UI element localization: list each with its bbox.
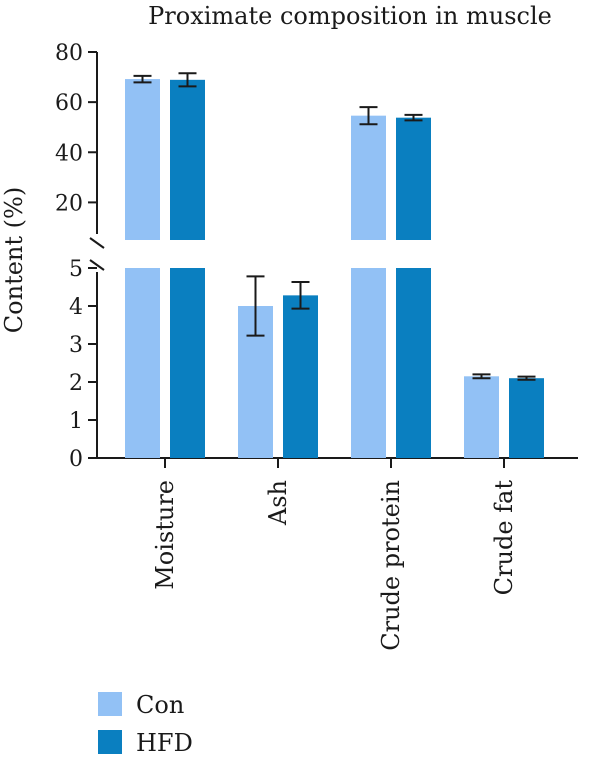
bar <box>351 115 386 240</box>
y-tick-label: 0 <box>69 447 83 472</box>
legend-label: HFD <box>136 729 193 756</box>
bar <box>170 268 205 458</box>
category-label: Ash <box>264 480 292 526</box>
y-tick-label: 80 <box>55 41 83 66</box>
bar <box>283 295 318 458</box>
legend: Con HFD <box>98 691 193 757</box>
axis-break-mark <box>89 237 105 249</box>
bar <box>396 117 431 240</box>
y-tick-label: 60 <box>55 91 83 116</box>
bar <box>464 376 499 458</box>
chart-title: Proximate composition in muscle <box>148 2 552 30</box>
y-axis-label: Content (%) <box>0 187 28 333</box>
legend-swatch <box>98 692 122 716</box>
legend-swatch <box>98 730 122 754</box>
bar <box>125 268 160 458</box>
bar <box>125 79 160 241</box>
axes: 20 40 60 80 0 1 2 3 4 5 <box>55 41 578 472</box>
bar <box>509 378 544 458</box>
category-labels: Moisture Ash Crude protein Crude fat <box>151 480 518 651</box>
y-tick-label: 3 <box>69 333 83 358</box>
y-tick-label: 4 <box>69 295 83 320</box>
bar <box>170 79 205 240</box>
y-tick-label: 1 <box>69 409 83 434</box>
y-tick-label: 5 <box>69 257 83 282</box>
category-label: Moisture <box>151 480 179 590</box>
category-label: Crude protein <box>377 480 405 651</box>
axis-break-mark <box>89 259 105 271</box>
legend-label: Con <box>136 691 184 719</box>
y-tick-label: 40 <box>55 141 83 166</box>
bars <box>125 79 544 458</box>
category-label: Crude fat <box>490 480 518 596</box>
y-tick-label: 2 <box>69 371 83 396</box>
bar <box>396 268 431 458</box>
y-tick-label: 20 <box>55 191 83 216</box>
error-bars <box>133 72 536 381</box>
bar <box>351 268 386 458</box>
